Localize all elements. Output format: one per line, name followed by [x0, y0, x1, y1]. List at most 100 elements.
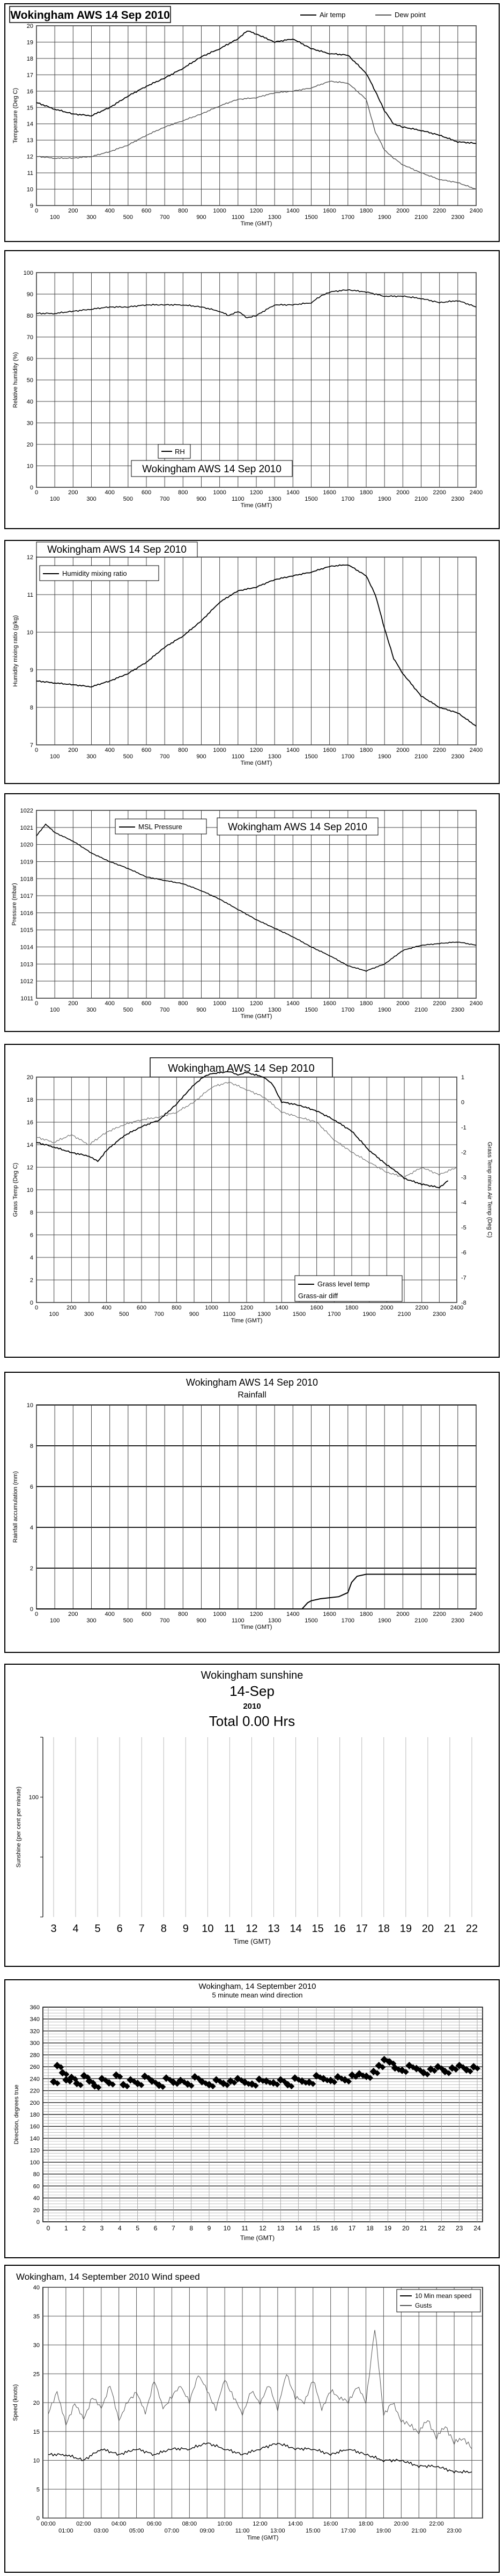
y-tick-label: 40 [33, 2196, 40, 2202]
x-tick-label: 200 [66, 1305, 76, 1311]
x-tick-label: 2100 [414, 496, 427, 502]
x-tick-label: 6 [117, 1923, 123, 1935]
x-tick-label: 1500 [305, 1618, 317, 1624]
x-tick-label: 200 [68, 489, 78, 496]
x-tick-label: 1900 [362, 1311, 375, 1318]
x-tick-label: 06:00 [147, 2521, 162, 2527]
x-tick-label: 1200 [250, 208, 263, 214]
x-tick-label: 14:00 [288, 2521, 303, 2527]
x-tick-label: 400 [105, 208, 114, 214]
x-tick-label: 16:00 [323, 2521, 338, 2527]
x-tick-label: 700 [160, 214, 169, 221]
y-tick-label: 10 [27, 463, 33, 470]
x-tick-label: 8 [161, 1923, 167, 1935]
x-tick-label: 600 [142, 1611, 151, 1618]
legend-box [396, 2289, 481, 2312]
x-tick-label: 4 [118, 2224, 122, 2232]
x-tick-label: 2300 [433, 1311, 446, 1318]
x-tick-label: 6 [154, 2224, 158, 2232]
series-line-0 [36, 1071, 449, 1189]
x-tick-label: 02:00 [76, 2521, 91, 2527]
x-tick-label: 24 [473, 2224, 481, 2232]
data-point [474, 2065, 480, 2072]
x-tick-label: 00:00 [41, 2521, 56, 2527]
series-line-0 [36, 289, 477, 319]
data-point [380, 2064, 386, 2070]
legend-entry: Grass level temp [317, 1280, 370, 1288]
x-tick-label: 800 [172, 1305, 181, 1311]
x-tick-label: 400 [105, 489, 114, 496]
y-tick-label: 160 [30, 2124, 40, 2130]
series-line-0 [36, 564, 477, 727]
x-tick-label: 1400 [286, 489, 299, 496]
x-tick-label: 12 [259, 2224, 266, 2232]
y-tick-label: 30 [27, 420, 33, 427]
y-tick-label: 11 [27, 170, 33, 177]
x-tick-label: 200 [68, 208, 78, 214]
y-tick-label: 240 [30, 2076, 40, 2082]
x-tick-label: 1200 [250, 489, 263, 496]
x-tick-label: 05:00 [129, 2528, 144, 2534]
y-tick-label: 0 [30, 485, 33, 491]
y-tick-label: 17 [27, 72, 33, 78]
x-tick-label: 0 [35, 747, 38, 753]
y-tick-label: 8 [30, 705, 33, 711]
x-tick-label: 13 [268, 1923, 279, 1935]
series-line-0 [36, 1574, 476, 1609]
y-tick-label: 40 [33, 2285, 40, 2291]
x-tick-label: 1800 [360, 1000, 373, 1007]
y-tick-label: 20 [27, 23, 33, 30]
series-line-0 [36, 31, 477, 144]
y-tick-label: 12 [27, 554, 33, 561]
x-tick-label: 1900 [378, 496, 391, 502]
chart-title: Wokingham sunshine [201, 1670, 303, 1681]
y-tick-label: 60 [33, 2183, 40, 2190]
x-tick-label: 1700 [342, 1618, 354, 1624]
mixing-ratio-svg: 7 8 9 10 11 12 0 200 400 600 800 1000 1200 1400 1600 18… [12, 541, 483, 766]
y-tick-label: 20 [27, 442, 33, 448]
y-right-tick-label: -8 [461, 1300, 466, 1306]
x-tick-label: 2000 [396, 1611, 409, 1618]
y-tick-label: 8 [30, 1443, 33, 1450]
x-tick-label: 21 [444, 1923, 456, 1935]
y-tick-label: 13 [27, 137, 33, 144]
x-tick-label: 900 [196, 753, 206, 760]
y-tick-label: 14 [27, 121, 33, 128]
y-tick-label: 60 [27, 356, 33, 362]
y-tick-label: 11 [27, 592, 33, 598]
x-tick-label: 2200 [433, 747, 446, 753]
x-tick-label: 2400 [470, 747, 483, 753]
x-tick-label: 0 [35, 208, 38, 214]
x-tick-label: 500 [123, 1618, 133, 1624]
x-tick-label: 900 [196, 1618, 206, 1624]
x-tick-label: 2000 [396, 1000, 409, 1007]
data-point [274, 2081, 280, 2088]
x-tick-label: 2400 [470, 489, 483, 496]
x-tick-label: 700 [160, 753, 169, 760]
x-tick-label: 1900 [378, 1618, 391, 1624]
chart-year: 2010 [243, 1702, 261, 1711]
y-tick-label: 10 [33, 2458, 40, 2464]
x-tick-label: 7 [139, 1923, 145, 1935]
y-axis-label: Direction, degrees true [13, 2084, 20, 2144]
x-tick-label: 1500 [293, 1311, 306, 1318]
x-tick-label: 12 [246, 1923, 257, 1935]
x-tick-label: 13 [277, 2224, 285, 2232]
x-tick-label: 2300 [451, 1007, 464, 1013]
chart-subtitle: 5 minute mean wind direction [212, 1991, 302, 1999]
x-tick-label: 1300 [257, 1311, 270, 1318]
x-tick-label: 1000 [213, 1611, 226, 1618]
legend-entry: Air temp [320, 11, 345, 19]
y-right-tick-label: -2 [461, 1150, 466, 1156]
x-tick-label: 1500 [305, 496, 317, 502]
y-tick-label: 360 [30, 2004, 40, 2011]
x-tick-label: 8 [189, 2224, 193, 2232]
x-tick-label: 23:00 [447, 2528, 462, 2534]
y-tick-label: 50 [27, 377, 33, 384]
x-tick-label: 600 [142, 489, 151, 496]
legend-entry: Dew point [395, 11, 426, 19]
x-tick-label: 500 [123, 214, 133, 221]
x-tick-label: 18 [378, 1923, 390, 1935]
x-tick-label: 22 [466, 1923, 478, 1935]
x-tick-label: 14 [295, 2224, 302, 2232]
